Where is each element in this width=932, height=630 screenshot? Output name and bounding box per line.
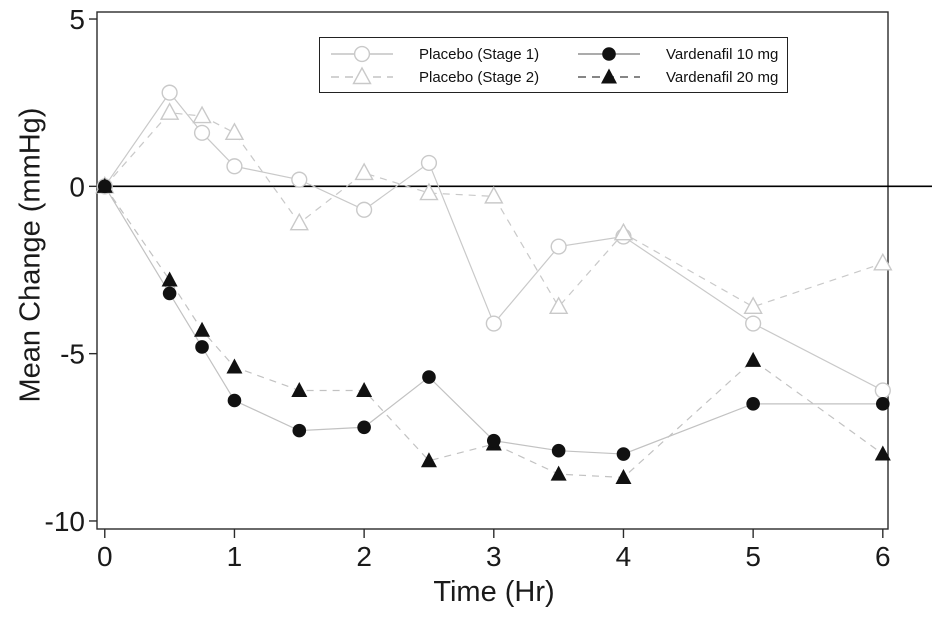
filled-triangle-marker-icon <box>420 452 437 468</box>
open-circle-marker-icon <box>356 201 373 218</box>
filled-circle-marker-icon <box>162 286 177 301</box>
filled-circle-marker-icon <box>97 179 112 194</box>
filled-circle-marker-icon <box>602 47 616 61</box>
filled-triangle-marker-icon <box>356 381 373 397</box>
legend-label: Vardenafil 10 mg <box>666 45 779 63</box>
legend-item: Vardenafil 20 mg <box>576 65 778 89</box>
open-circle-marker-icon <box>331 45 393 63</box>
open-circle-marker-icon <box>161 84 178 101</box>
legend-item: Placebo (Stage 2) <box>329 65 539 89</box>
filled-triangle-marker-icon <box>550 465 567 481</box>
open-circle-marker-icon <box>420 154 438 172</box>
y-tick-label: -10 <box>45 506 85 537</box>
open-triangle-marker-icon <box>331 66 393 85</box>
open-circle-marker-icon <box>226 158 243 175</box>
x-tick-label: 1 <box>227 541 243 572</box>
filled-triangle-marker-icon <box>615 468 632 484</box>
open-circle-marker-icon <box>485 315 502 332</box>
legend: Placebo (Stage 1) Placebo (Stage 2) Vard… <box>319 37 788 93</box>
y-tick-label: -5 <box>60 339 85 370</box>
y-tick-label: 5 <box>69 4 85 35</box>
filled-triangle-marker-icon <box>161 271 178 287</box>
filled-circle-marker-icon <box>551 443 566 458</box>
x-axis-title: Time (Hr) <box>433 576 555 608</box>
legend-item: Placebo (Stage 1) <box>329 42 539 66</box>
filled-circle-marker-icon <box>227 393 242 408</box>
filled-circle-marker-icon <box>616 447 631 461</box>
legend-label: Placebo (Stage 2) <box>419 68 540 86</box>
filled-circle-marker-icon <box>486 433 501 448</box>
x-tick-label: 4 <box>616 541 632 572</box>
open-triangle-marker-icon <box>484 185 504 204</box>
open-triangle-marker-icon <box>352 66 372 85</box>
open-triangle-marker-icon <box>224 122 245 141</box>
open-circle-marker-icon <box>291 171 308 188</box>
filled-triangle-marker-icon <box>578 68 640 84</box>
open-circle-marker-icon <box>193 124 211 141</box>
x-tick-label: 2 <box>356 541 372 572</box>
open-circle-marker-icon <box>353 45 371 63</box>
filled-circle-marker-icon <box>422 370 436 384</box>
open-triangle-marker-icon <box>873 252 893 271</box>
open-circle-marker-icon <box>874 382 891 399</box>
filled-circle-marker-icon <box>876 397 890 411</box>
y-axis-title: Mean Change (mmHg) <box>14 107 47 403</box>
filled-circle-marker-icon <box>292 423 307 438</box>
open-triangle-marker-icon <box>159 102 180 120</box>
legend-label: Placebo (Stage 1) <box>419 45 540 63</box>
open-triangle-marker-icon <box>354 162 374 181</box>
x-tick-label: 0 <box>97 541 113 572</box>
series-line-2 <box>104 186 883 455</box>
open-triangle-marker-icon <box>548 296 569 315</box>
open-triangle-marker-icon <box>419 182 439 201</box>
filled-triangle-marker-icon <box>601 68 617 84</box>
filled-triangle-marker-icon <box>194 321 211 337</box>
y-tick-label: 0 <box>69 171 85 202</box>
filled-circle-marker-icon <box>746 397 760 411</box>
x-tick-label: 6 <box>875 541 891 572</box>
filled-triangle-marker-icon <box>291 381 308 397</box>
filled-circle-marker-icon <box>195 340 209 354</box>
filled-circle-marker-icon <box>578 47 640 61</box>
open-triangle-marker-icon <box>613 222 634 241</box>
legend-item: Vardenafil 10 mg <box>576 42 778 66</box>
legend-label: Vardenafil 20 mg <box>666 68 779 86</box>
open-triangle-marker-icon <box>192 105 212 124</box>
series-line-0 <box>104 91 884 391</box>
open-circle-marker-icon <box>550 238 567 255</box>
filled-triangle-marker-icon <box>745 351 762 367</box>
x-tick-label: 5 <box>745 541 761 572</box>
series-line-3 <box>104 185 884 479</box>
filled-triangle-marker-icon <box>226 358 243 374</box>
filled-circle-marker-icon <box>357 420 371 435</box>
series-line-1 <box>104 112 884 308</box>
filled-triangle-marker-icon <box>874 445 891 461</box>
open-circle-marker-icon <box>745 315 762 332</box>
x-tick-label: 3 <box>486 541 502 572</box>
open-triangle-marker-icon <box>743 296 763 315</box>
open-triangle-marker-icon <box>289 212 309 231</box>
